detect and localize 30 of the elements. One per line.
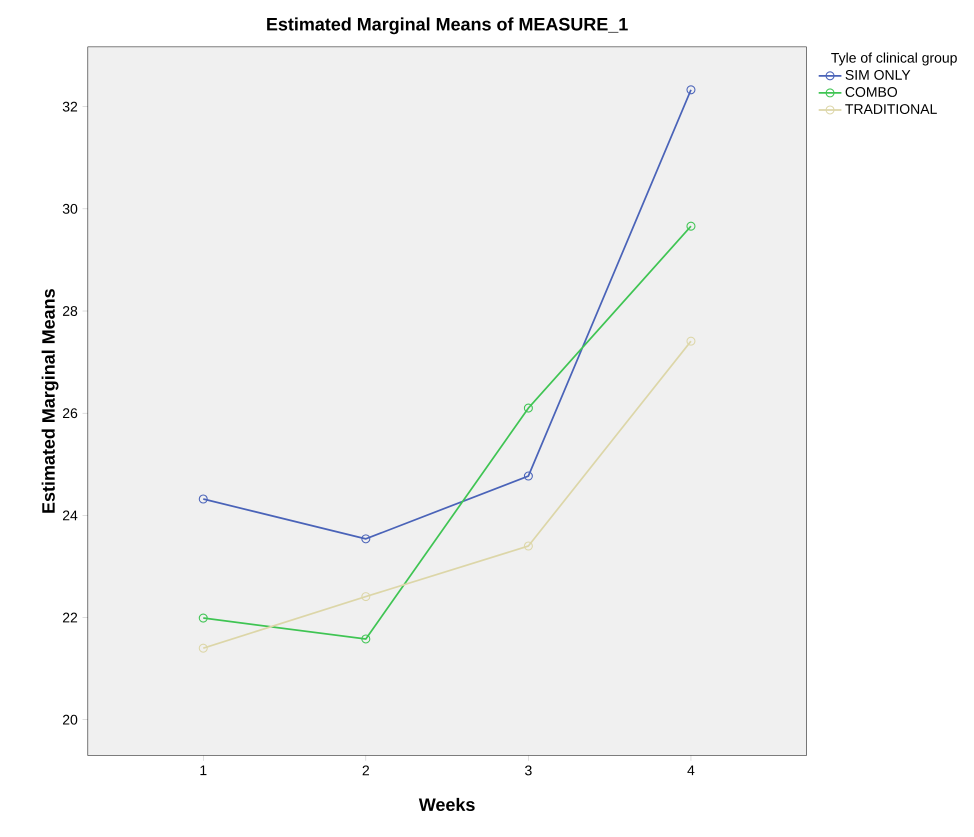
y-tick-label: 30	[62, 204, 78, 214]
legend-label: COMBO	[846, 86, 898, 97]
y-axis-title: Estimated Marginal Means	[42, 288, 58, 513]
point	[524, 541, 533, 550]
point	[361, 592, 370, 601]
point	[524, 471, 533, 480]
legend-label: SIM ONLY	[846, 70, 910, 80]
y-tick-label: 26	[62, 408, 78, 418]
chart-title: Estimated Marginal Means of MEASURE_1	[267, 17, 628, 34]
x-tick-label: 4	[687, 765, 694, 775]
point	[524, 403, 533, 412]
point	[198, 613, 208, 622]
y-tick-label: 32	[62, 102, 78, 112]
point	[361, 634, 370, 644]
point	[361, 534, 370, 544]
y-tick-label: 22	[62, 612, 78, 622]
legend-label: TRADITIONAL	[845, 104, 937, 114]
point	[686, 222, 696, 231]
point	[686, 85, 696, 94]
y-tick-label: 20	[62, 714, 78, 725]
point	[686, 336, 696, 346]
x-tick-label: 1	[200, 765, 206, 775]
y-tick-label: 28	[62, 306, 78, 316]
point	[198, 494, 208, 504]
y-tick-label: 24	[62, 510, 78, 520]
x-axis-title: Weeks	[418, 798, 475, 811]
x-tick-label: 3	[525, 765, 532, 776]
point	[198, 644, 208, 653]
x-tick-label: 2	[362, 765, 369, 776]
legend-title: Tyle of clinical group	[831, 52, 957, 66]
